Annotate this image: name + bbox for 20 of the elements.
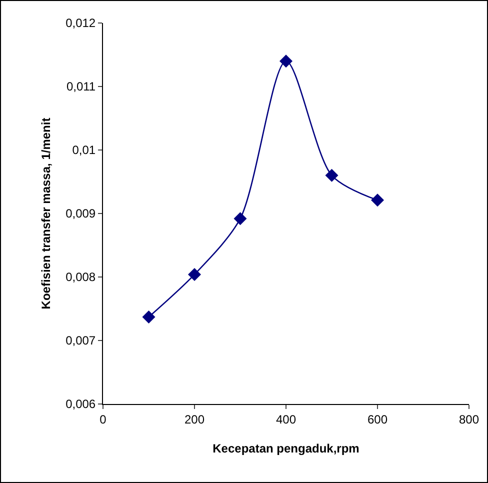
y-tick-label: 0,007 [66,334,96,348]
point [234,212,247,226]
x-tick-label: 200 [184,412,205,426]
y-tick-label: 0,009 [66,206,96,221]
point [325,168,338,182]
y-axis-title: Koefisien transfer massa, 1/menit [38,118,53,310]
x-tick-label: 800 [458,412,480,426]
y-tick-label: 0,012 [66,16,96,30]
y-tick-label: 0,01 [72,143,96,158]
point [142,310,156,324]
x-tick-label: 600 [367,412,388,426]
y-tick-label: 0,006 [66,397,96,412]
point [188,268,201,281]
x-tick-label: 0 [100,412,107,426]
x-axis-title: Kecepatan pengaduk,rpm [212,441,360,456]
x-tick-label: 400 [276,412,296,426]
y-tick-label: 0,011 [66,80,96,94]
y-tick-label: 0,008 [66,270,96,284]
point [280,54,292,68]
point [371,194,384,207]
